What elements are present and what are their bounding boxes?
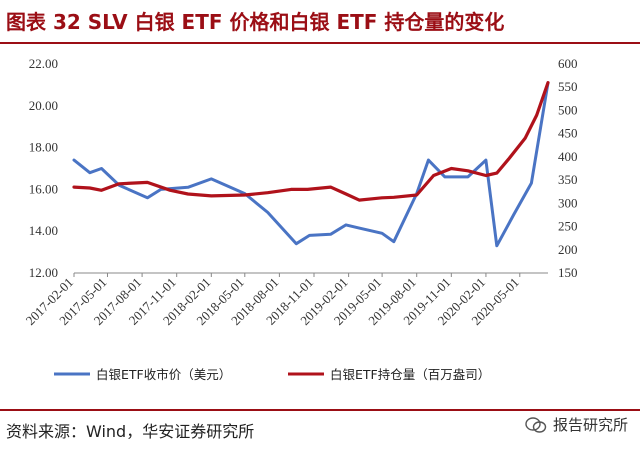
legend-price-label: 白银ETF收市价（美元） bbox=[96, 367, 231, 382]
y-left-tick-label: 16.00 bbox=[29, 181, 58, 196]
y-right-tick-label: 250 bbox=[558, 219, 578, 234]
y-left-tick-label: 18.00 bbox=[29, 140, 58, 155]
watermark: 报告研究所 bbox=[525, 414, 628, 435]
y-left-tick-label: 22.00 bbox=[29, 56, 58, 71]
series-line-price bbox=[72, 81, 550, 248]
legend-holdings-label: 白银ETF持仓量（百万盎司） bbox=[330, 367, 490, 382]
y-right-tick-label: 300 bbox=[558, 195, 578, 210]
y-right-tick-label: 550 bbox=[558, 79, 578, 94]
chart-title: 图表 32 SLV 白银 ETF 价格和白银 ETF 持仓量的变化 bbox=[6, 10, 505, 34]
title-bar: 图表 32 SLV 白银 ETF 价格和白银 ETF 持仓量的变化 bbox=[0, 0, 640, 44]
y-left-tick-label: 14.00 bbox=[29, 223, 58, 238]
source-note: 资料来源：Wind，华安证券研究所 bbox=[6, 422, 255, 441]
y-right-tick-label: 200 bbox=[558, 242, 578, 257]
y-right-tick-label: 500 bbox=[558, 102, 578, 117]
y-left-tick-label: 20.00 bbox=[29, 98, 58, 113]
chart-area: 12.00 14.00 16.00 18.00 20.00 22.00 150 200 250 3… bbox=[23, 56, 578, 382]
y-right-tick-label: 600 bbox=[558, 56, 578, 71]
y-right-tick-label: 150 bbox=[558, 265, 578, 280]
y-right-tick-label: 350 bbox=[558, 172, 578, 187]
wechat-icon bbox=[525, 416, 547, 434]
y-left-tick-label: 12.00 bbox=[29, 265, 58, 280]
y-right-tick-label: 450 bbox=[558, 126, 578, 141]
y-right-tick-label: 400 bbox=[558, 149, 578, 164]
watermark-label: 报告研究所 bbox=[552, 416, 628, 434]
source-divider bbox=[0, 409, 640, 411]
series-line-holdings bbox=[72, 80, 550, 202]
